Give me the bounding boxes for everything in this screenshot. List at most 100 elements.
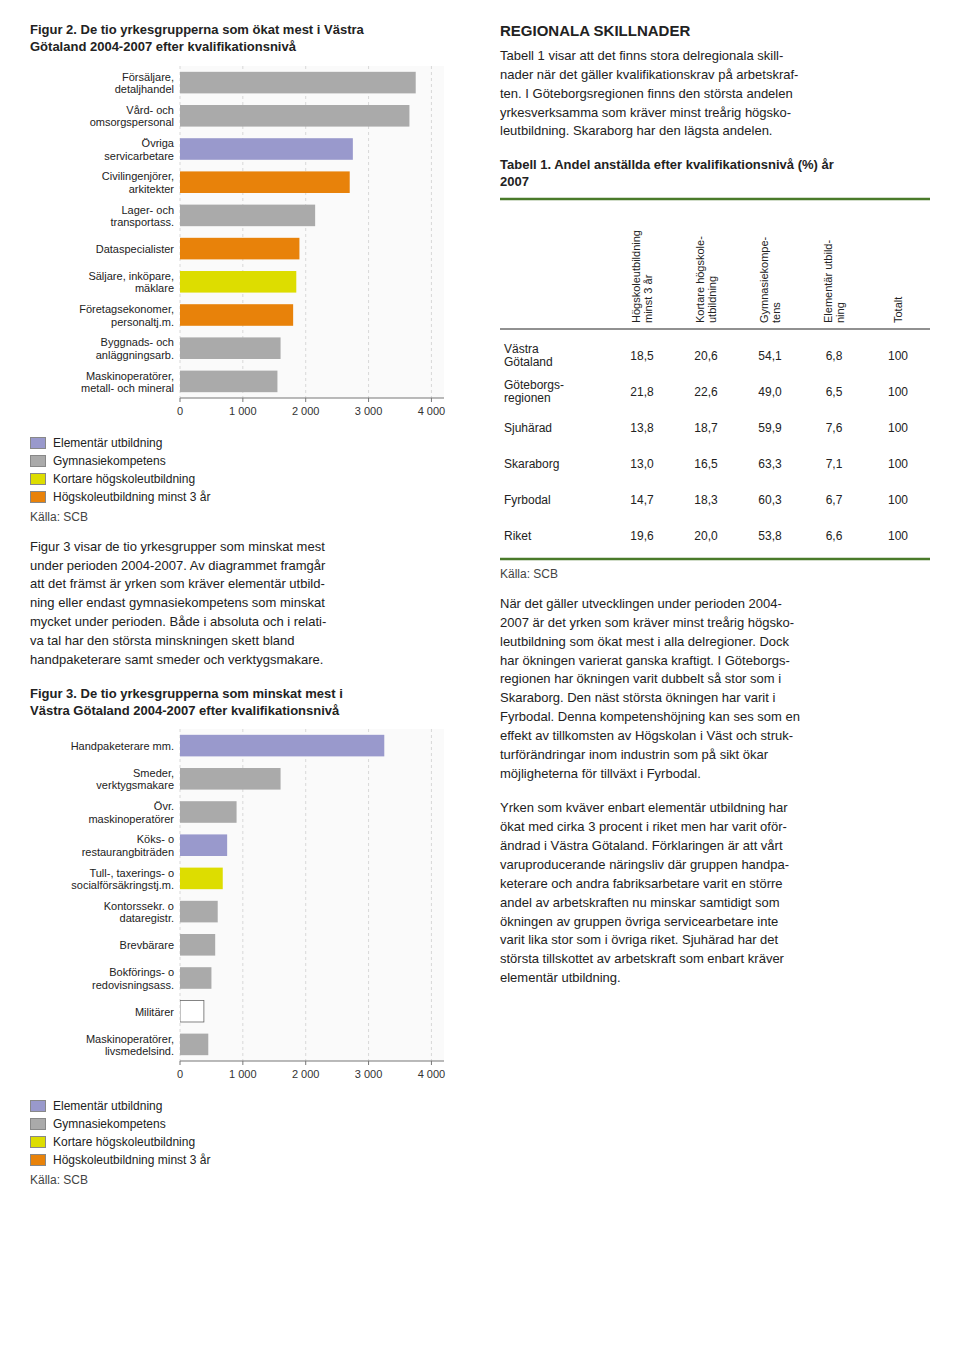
- bars: [180, 735, 384, 1055]
- text-line: 53,8: [758, 529, 782, 543]
- text-line: Fyrbodal: [504, 493, 551, 507]
- legend-swatch: [30, 1136, 46, 1148]
- legend-label: Kortare högskoleutbildning: [53, 472, 195, 486]
- table-cell: 13,0: [630, 457, 654, 471]
- legend-label: Gymnasiekompetens: [53, 1117, 166, 1131]
- grid-line: [368, 729, 369, 1061]
- table-cell: 6,5: [826, 385, 843, 399]
- category-label: Kontorssekr. odataregistr.: [104, 900, 174, 925]
- category-label: Företagsekonomer,personaltj.m.: [79, 303, 174, 328]
- row-label: Sjuhärad: [504, 421, 552, 435]
- text-line: utbildning: [706, 276, 718, 323]
- legend-swatch: [30, 491, 46, 503]
- tick-label: 2 000: [292, 405, 320, 417]
- text-line: 100: [888, 349, 908, 363]
- x-axis: 01 0002 0003 0004 000: [177, 66, 445, 417]
- text-line: mäklare: [135, 282, 174, 294]
- table-cell: 18,3: [694, 493, 718, 507]
- text-line: Sjuhärad: [504, 421, 552, 435]
- legend-label: Elementär utbildning: [53, 1099, 162, 1113]
- bar: [180, 271, 296, 293]
- text-line: Företagsekonomer,: [79, 303, 174, 315]
- table-rule: [500, 198, 930, 201]
- legend: Elementär utbildningGymnasiekompetensKor…: [30, 434, 460, 506]
- category-label: Försäljare,detaljhandel: [115, 71, 174, 96]
- tick-mark: [431, 398, 432, 402]
- text-line: 49,0: [758, 385, 782, 399]
- legend-label: Kortare högskoleutbildning: [53, 1135, 195, 1149]
- text-line: redovisningsass.: [92, 979, 174, 991]
- legend-swatch: [30, 1118, 46, 1130]
- chart-title: Figur 2. De tio yrkesgrupperna som ökat …: [30, 22, 460, 56]
- legend-swatch: [30, 1154, 46, 1166]
- text-line: 14,7: [630, 493, 654, 507]
- text-line: 18,5: [630, 349, 654, 363]
- text-line: Tull-, taxerings- o: [89, 867, 174, 879]
- text-line: Civilingenjörer,: [102, 170, 174, 182]
- table-cell: 54,1: [758, 349, 782, 363]
- legend-item: Gymnasiekompetens: [30, 452, 460, 470]
- table-cell: 53,8: [758, 529, 782, 543]
- text-line: metall- och mineral: [81, 382, 174, 394]
- section-heading: REGIONALA SKILLNADER: [500, 22, 930, 39]
- category-label: Vård- ochomsorgspersonal: [90, 104, 174, 129]
- text-line: Maskinoperatörer,: [86, 369, 174, 381]
- table-cell: 49,0: [758, 385, 782, 399]
- grid-line: [431, 729, 432, 1061]
- table-cell: 6,7: [826, 493, 843, 507]
- row-label: Göteborgs-regionen: [504, 378, 564, 405]
- tick-mark: [368, 398, 369, 402]
- text-line: ning: [834, 302, 846, 323]
- bar: [180, 204, 315, 226]
- text-line: restaurangbiträden: [82, 846, 174, 858]
- legend-swatch: [30, 455, 46, 467]
- bar: [180, 105, 409, 127]
- text-line: arkitekter: [129, 183, 175, 195]
- text-line: minst 3 år: [642, 274, 654, 323]
- x-axis-line: [180, 397, 444, 398]
- text-line: livsmedelsind.: [105, 1045, 174, 1057]
- category-label: Maskinoperatörer,metall- och mineral: [81, 369, 174, 394]
- column-header-group: Gymnasiekompe-tens: [758, 236, 782, 323]
- category-label: Säljare, inköpare,mäklare: [88, 270, 174, 295]
- table-cell: 100: [888, 385, 908, 399]
- text-line: Elementär utbild-: [822, 240, 834, 323]
- text-line: Övriga: [142, 137, 175, 149]
- chart-title: Figur 3. De tio yrkesgrupperna som minsk…: [30, 686, 460, 720]
- bar: [180, 1001, 204, 1023]
- category-label: Tull-, taxerings- osocialförsäkringstj.m…: [71, 867, 174, 892]
- category-label: Maskinoperatörer,livsmedelsind.: [86, 1033, 174, 1058]
- text-line: 20,0: [694, 529, 718, 543]
- table-cell: 16,5: [694, 457, 718, 471]
- text-line: Högskoleutbildning: [630, 230, 642, 323]
- x-axis-line: [180, 1061, 444, 1062]
- text-line: Smeder,: [133, 767, 174, 779]
- text-line: Vård- och: [126, 104, 174, 116]
- table-cell: 18,7: [694, 421, 718, 435]
- text-line: 22,6: [694, 385, 718, 399]
- bars: [180, 72, 416, 392]
- column-header: Totalt: [892, 297, 904, 323]
- table-cell: 13,8: [630, 421, 654, 435]
- legend: Elementär utbildning Gymnasiekompetens Kor…: [30, 1097, 460, 1169]
- bar: [180, 370, 277, 392]
- category-label: Smeder,verktygsmakare: [96, 767, 174, 792]
- bar: [180, 835, 227, 857]
- bar-chart: 01 0002 0003 0004 000Försäljare,detaljha…: [30, 62, 460, 424]
- text-line: servicarbetare: [104, 149, 174, 161]
- legend-item: Gymnasiekompetens: [30, 1115, 460, 1133]
- legend-label: Gymnasiekompetens: [53, 454, 166, 468]
- bar: [180, 238, 299, 260]
- table-cell: 7,6: [826, 421, 843, 435]
- right-column: REGIONALA SKILLNADERTabell 1 visar att d…: [500, 22, 930, 1187]
- text-line: maskinoperatörer: [88, 813, 174, 825]
- tick-label: 4 000: [418, 405, 446, 417]
- bar: [180, 304, 293, 326]
- bar: [180, 768, 281, 790]
- tick-mark: [368, 1061, 369, 1065]
- tick-mark: [305, 398, 306, 402]
- source-note: Källa: SCB: [500, 567, 930, 581]
- table-cell: 6,6: [826, 529, 843, 543]
- tick-mark: [242, 398, 243, 402]
- text-line: 7,1: [826, 457, 843, 471]
